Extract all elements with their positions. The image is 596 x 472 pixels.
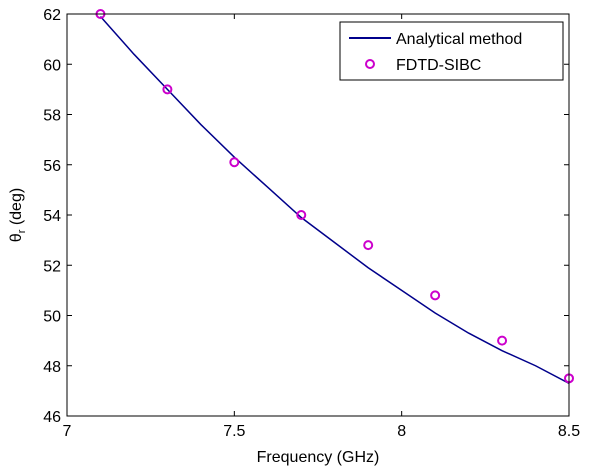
legend: Analytical method FDTD-SIBC: [339, 21, 564, 81]
plot-background: [67, 14, 569, 416]
y-tick-label: 54: [43, 208, 61, 225]
x-tick-label: 8: [397, 423, 406, 440]
legend-marker-swatch: [365, 59, 375, 69]
x-axis-label: Frequency (GHz): [257, 449, 380, 466]
legend-box: [339, 21, 564, 81]
data-point-fdtd: [430, 290, 441, 301]
x-tick-label: 8.5: [558, 423, 580, 440]
y-tick-label: 58: [43, 108, 61, 125]
x-tick-label: 7: [63, 423, 72, 440]
data-point-fdtd: [229, 157, 240, 168]
legend-label-fdtd: FDTD-SIBC: [396, 57, 481, 74]
y-axis-label-unit: (deg): [8, 188, 25, 230]
axis-ticks: 7 7.5 8 8.5 46 48 50 52 54 56 58 60 62: [43, 7, 580, 440]
data-point-fdtd: [363, 240, 374, 251]
y-tick-label: 50: [43, 309, 61, 326]
y-tick-label: 62: [43, 7, 61, 24]
y-axis-label: θr (deg): [8, 188, 28, 242]
plot-content: [95, 9, 574, 385]
y-tick-label: 52: [43, 258, 61, 275]
data-point-fdtd: [497, 335, 508, 346]
data-point-fdtd: [296, 210, 307, 220]
y-axis-label-symbol: θ: [8, 233, 25, 242]
legend-label-analytical: Analytical method: [396, 31, 522, 48]
y-tick-label: 60: [43, 57, 61, 74]
y-axis-label-subscript: r: [16, 229, 28, 233]
data-point-fdtd: [162, 84, 173, 95]
x-tick-label: 7.5: [223, 423, 245, 440]
y-tick-label: 56: [43, 158, 61, 175]
series-line-analytical: [99, 16, 570, 385]
y-tick-label: 46: [43, 409, 61, 426]
y-tick-label: 48: [43, 359, 61, 376]
